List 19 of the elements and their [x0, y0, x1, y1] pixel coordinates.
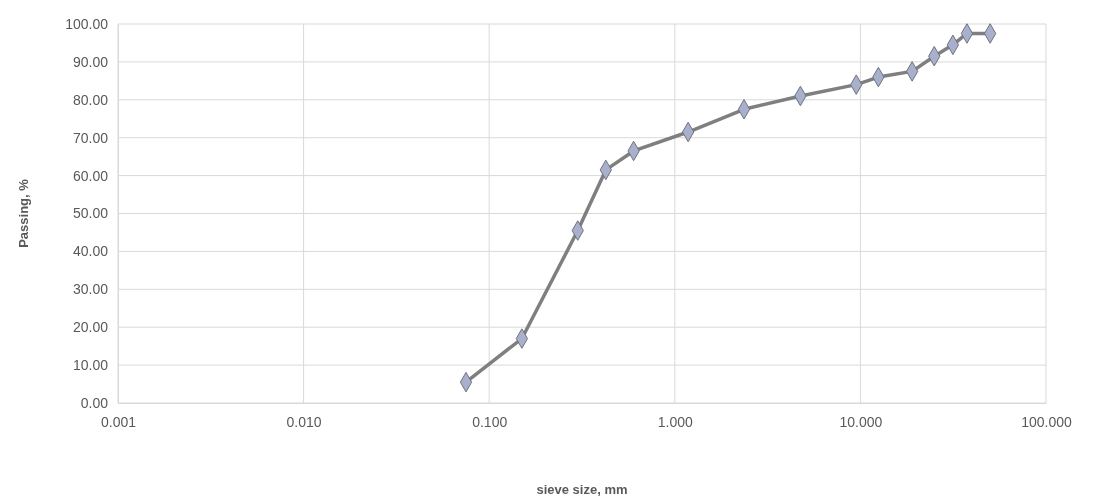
x-tick-label: 0.001	[100, 413, 137, 430]
y-tick-label: 100.00	[65, 15, 109, 32]
x-tick-label: 0.010	[286, 413, 322, 430]
y-tick-label: 0.00	[80, 394, 109, 411]
y-tick-label: 20.00	[72, 319, 109, 336]
x-tick-label: 0.100	[472, 413, 508, 430]
y-axis-title: Passing, %	[16, 178, 31, 248]
x-tick-label: 100.000	[1021, 413, 1073, 430]
y-tick-label: 30.00	[72, 281, 109, 298]
y-tick-label: 40.00	[72, 243, 109, 260]
x-tick-label: 1.000	[657, 413, 694, 430]
y-tick-label: 90.00	[72, 53, 109, 70]
x-tick-label: 10.000	[839, 413, 883, 430]
y-tick-label: 60.00	[72, 167, 109, 184]
y-tick-label: 80.00	[72, 91, 109, 108]
x-axis-title: sieve size, mm	[536, 482, 628, 497]
y-tick-label: 70.00	[72, 129, 109, 146]
y-tick-label: 50.00	[72, 205, 109, 222]
y-tick-label: 10.00	[72, 357, 109, 374]
